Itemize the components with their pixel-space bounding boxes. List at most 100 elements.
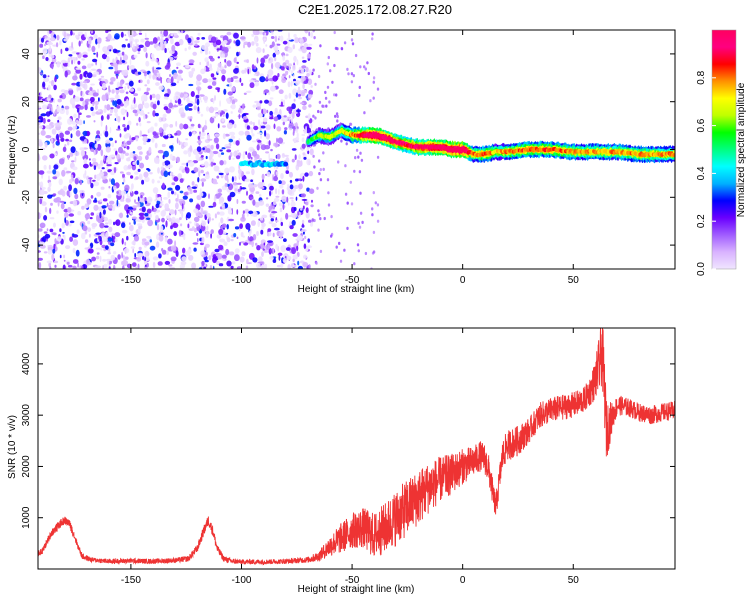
snr-x-label: Height of straight line (km) bbox=[298, 584, 415, 595]
noise-blob bbox=[200, 178, 207, 182]
noise-blob bbox=[171, 182, 176, 186]
noise-blob bbox=[189, 59, 195, 64]
noise-blob bbox=[69, 191, 72, 197]
noise-blob bbox=[51, 128, 57, 135]
sparse-blob bbox=[337, 160, 340, 164]
noise-blob bbox=[81, 133, 84, 137]
noise-blob bbox=[149, 239, 152, 243]
noise-blob bbox=[162, 161, 166, 167]
sparse-blob bbox=[359, 191, 362, 195]
y-tick-label: 0 bbox=[21, 146, 32, 152]
noise-blob bbox=[228, 138, 234, 143]
noise-blob bbox=[132, 46, 138, 53]
noise-blob bbox=[196, 74, 203, 81]
noise-blob bbox=[120, 56, 122, 64]
noise-blob bbox=[48, 164, 51, 170]
sparse-blob bbox=[350, 80, 354, 84]
noise-blob bbox=[39, 181, 44, 189]
noise-blob bbox=[123, 165, 129, 171]
noise-blob bbox=[307, 94, 313, 99]
noise-blob bbox=[270, 36, 275, 39]
noise-blob bbox=[100, 149, 104, 157]
noise-blob bbox=[219, 211, 225, 216]
noise-blob bbox=[163, 96, 169, 100]
noise-blob bbox=[194, 43, 198, 47]
noise-blob bbox=[68, 184, 72, 192]
sparse-blob bbox=[357, 249, 360, 253]
noise-blob bbox=[260, 62, 265, 68]
x-tick-label: -50 bbox=[345, 575, 360, 586]
noise-blob bbox=[251, 133, 255, 137]
noise-blob bbox=[302, 83, 305, 90]
noise-blob bbox=[125, 91, 129, 95]
noise-blob bbox=[81, 265, 84, 269]
sparse-blob bbox=[352, 74, 355, 78]
noise-blob bbox=[133, 156, 137, 161]
noise-blob bbox=[43, 215, 48, 221]
noise-blob bbox=[212, 98, 215, 104]
noise-blob bbox=[130, 212, 133, 215]
noise-blob bbox=[253, 125, 259, 131]
noise-blob bbox=[177, 173, 182, 180]
noise-blob bbox=[294, 154, 297, 161]
noise-blob bbox=[292, 233, 298, 237]
noise-blob bbox=[239, 36, 246, 40]
noise-blob bbox=[296, 235, 303, 241]
noise-blob bbox=[97, 37, 102, 44]
noise-blob bbox=[193, 131, 196, 136]
noise-blob bbox=[302, 261, 309, 268]
noise-blob bbox=[178, 200, 182, 203]
noise-blob bbox=[68, 213, 75, 217]
noise-blob bbox=[145, 52, 148, 59]
noise-blob bbox=[219, 149, 223, 152]
noise-blob bbox=[70, 133, 73, 139]
noise-blob bbox=[53, 164, 59, 170]
noise-blob bbox=[145, 155, 149, 161]
noise-blob bbox=[136, 202, 141, 208]
noise-blob bbox=[96, 130, 100, 135]
noise-blob bbox=[64, 144, 67, 147]
noise-blob bbox=[200, 68, 206, 75]
noise-blob bbox=[140, 69, 146, 72]
noise-blob bbox=[93, 165, 97, 171]
noise-blob bbox=[269, 44, 273, 49]
noise-blob bbox=[264, 32, 267, 36]
noise-blob bbox=[290, 80, 293, 87]
noise-blob bbox=[269, 185, 274, 191]
noise-blob bbox=[152, 187, 159, 194]
noise-blob bbox=[269, 255, 274, 260]
sparse-blob bbox=[349, 122, 353, 126]
noise-blob bbox=[239, 77, 242, 83]
noise-blob bbox=[96, 252, 100, 255]
noise-blob bbox=[129, 190, 134, 197]
noise-blob bbox=[44, 233, 51, 239]
noise-blob bbox=[71, 59, 74, 65]
sparse-blob bbox=[360, 158, 364, 162]
sparse-blob bbox=[336, 119, 339, 123]
noise-blob bbox=[154, 142, 158, 149]
noise-blob bbox=[133, 219, 136, 225]
sparse-blob bbox=[361, 220, 364, 224]
noise-blob bbox=[132, 151, 136, 154]
noise-blob bbox=[282, 121, 285, 126]
noise-blob bbox=[287, 81, 291, 88]
noise-blob bbox=[86, 115, 91, 118]
noise-blob bbox=[254, 80, 259, 83]
noise-blob bbox=[80, 149, 85, 157]
noise-blob bbox=[268, 100, 272, 107]
noise-blob bbox=[75, 57, 78, 61]
noise-blob bbox=[126, 145, 130, 150]
noise-blob bbox=[302, 60, 307, 63]
noise-blob bbox=[174, 209, 177, 216]
noise-blob bbox=[305, 207, 309, 214]
colorbar-frame bbox=[711, 29, 737, 270]
sparse-blob bbox=[331, 80, 334, 84]
noise-blob bbox=[272, 232, 275, 238]
noise-blob bbox=[155, 58, 158, 63]
noise-blob bbox=[168, 102, 174, 109]
noise-blob bbox=[80, 40, 83, 44]
noise-blob bbox=[68, 88, 73, 91]
noise-blob bbox=[142, 255, 145, 260]
noise-blob bbox=[264, 186, 267, 190]
noise-blob bbox=[226, 237, 231, 243]
